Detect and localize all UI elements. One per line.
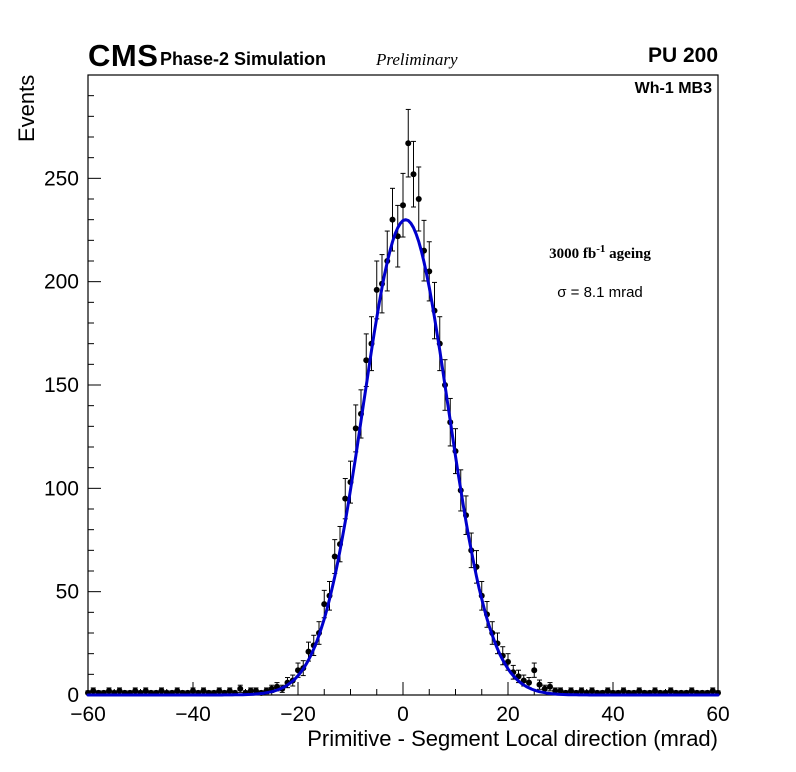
data-point bbox=[667, 687, 674, 694]
data-point bbox=[342, 495, 349, 502]
data-point bbox=[604, 687, 611, 694]
data-point bbox=[216, 687, 223, 694]
data-point bbox=[373, 286, 380, 293]
data-point bbox=[709, 687, 716, 694]
data-point bbox=[415, 196, 422, 202]
data-point bbox=[389, 216, 396, 223]
data-point bbox=[652, 687, 658, 694]
data-point bbox=[116, 687, 123, 694]
luminosity-ageing-label: 3000 fb-1 ageing bbox=[500, 243, 700, 263]
simulation-subtitle: Phase-2 Simulation bbox=[160, 49, 327, 69]
x-tick-label: 20 bbox=[496, 703, 519, 726]
data-point bbox=[557, 687, 564, 694]
data-point bbox=[352, 425, 359, 432]
data-point bbox=[200, 687, 207, 694]
data-point bbox=[636, 687, 643, 694]
data-point bbox=[174, 687, 181, 694]
cms-logo-text: CMS bbox=[88, 38, 159, 73]
plot-frame bbox=[87, 74, 719, 696]
x-tick-label: −60 bbox=[70, 703, 106, 726]
data-point bbox=[226, 687, 233, 694]
preliminary-label: Preliminary bbox=[376, 50, 458, 69]
data-point bbox=[363, 357, 370, 364]
y-tick-label: 200 bbox=[44, 271, 79, 294]
x-tick-label: −40 bbox=[175, 703, 211, 726]
data-point bbox=[90, 687, 97, 694]
data-point bbox=[237, 685, 244, 692]
data-point bbox=[520, 677, 527, 684]
data-point bbox=[158, 687, 165, 694]
data-point bbox=[547, 683, 553, 690]
data-point bbox=[688, 687, 695, 694]
y-axis-title: Events bbox=[14, 75, 39, 142]
data-point bbox=[142, 687, 149, 694]
y-tick-label: 150 bbox=[44, 374, 79, 397]
x-tick-label: 40 bbox=[601, 703, 624, 726]
y-tick-label: 250 bbox=[44, 167, 79, 190]
data-point bbox=[589, 687, 595, 694]
data-point bbox=[190, 687, 196, 694]
data-point bbox=[253, 687, 259, 694]
x-tick-label: 0 bbox=[397, 703, 409, 726]
y-tick-label: 50 bbox=[56, 581, 79, 604]
data-point bbox=[132, 687, 139, 694]
data-point bbox=[321, 601, 328, 608]
data-point bbox=[106, 687, 112, 694]
chamber-label: Wh-1 MB3 bbox=[634, 80, 712, 97]
data-point bbox=[305, 648, 312, 655]
lumi-text: 3000 fb bbox=[549, 246, 597, 262]
data-point bbox=[552, 687, 559, 694]
data-point bbox=[410, 171, 417, 178]
ageing-text: ageing bbox=[605, 246, 651, 262]
data-point bbox=[541, 685, 548, 692]
data-point bbox=[247, 687, 254, 694]
data-point bbox=[405, 140, 412, 147]
data-point bbox=[400, 202, 406, 209]
sigma-result-label: σ = 8.1 mrad bbox=[557, 284, 643, 301]
y-tick-label: 0 bbox=[67, 684, 79, 707]
x-tick-label: 60 bbox=[706, 703, 729, 726]
data-point bbox=[531, 667, 538, 674]
data-point bbox=[568, 687, 574, 694]
x-axis-title: Primitive - Segment Local direction (mra… bbox=[307, 726, 718, 751]
data-point bbox=[526, 679, 532, 686]
lumi-superscript: -1 bbox=[596, 243, 606, 255]
x-tick-label: −20 bbox=[280, 703, 316, 726]
data-point bbox=[578, 687, 585, 694]
data-point bbox=[536, 681, 543, 688]
y-tick-label: 100 bbox=[44, 477, 79, 500]
data-point bbox=[620, 687, 627, 694]
fit-curve bbox=[86, 218, 720, 697]
data-point bbox=[331, 553, 338, 560]
data-point bbox=[505, 658, 511, 665]
pileup-label: PU 200 bbox=[647, 44, 718, 67]
